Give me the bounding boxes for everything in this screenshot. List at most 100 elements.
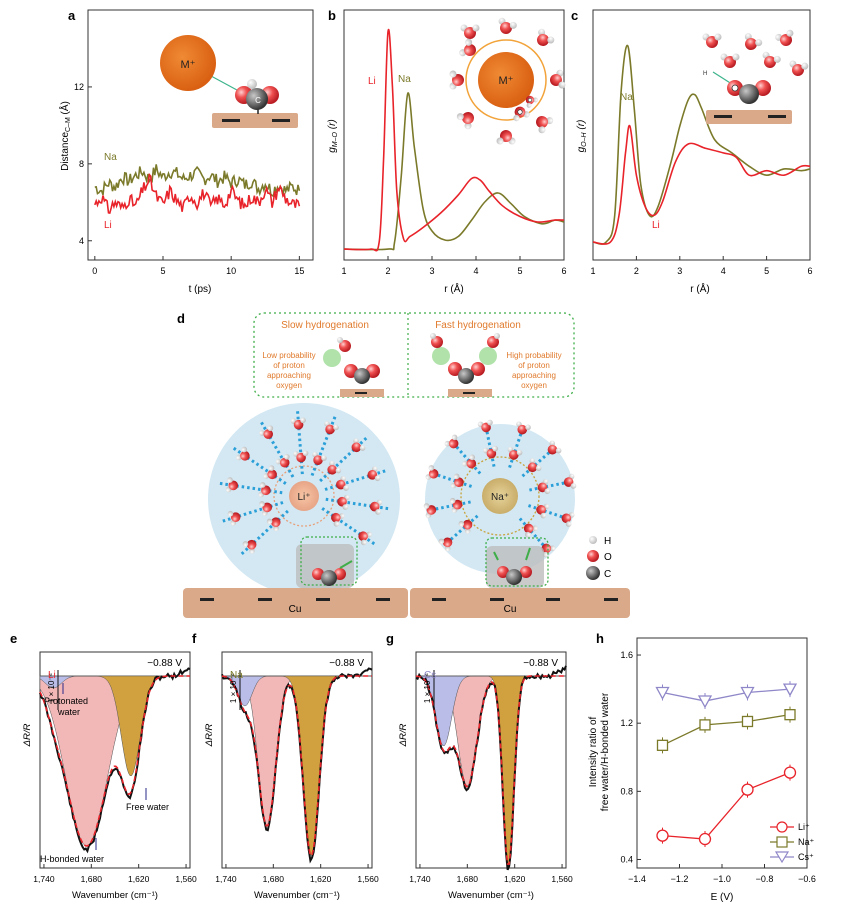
legend-label: Cs⁺: [798, 852, 814, 862]
hydrogen-atom: [529, 458, 536, 464]
series-line: [662, 714, 791, 746]
series-li-line: [343, 28, 565, 252]
panel-b: b 1 2 3 4 5 6 r (Å) gM–O (r) Li Na M⁺: [327, 8, 567, 295]
panel-c-label: c: [571, 8, 578, 23]
oxygen-atom: [270, 517, 281, 528]
hydrogen-atom: [374, 475, 381, 482]
water-molecule: [369, 499, 383, 515]
panel-h-legend: Li⁺ Na⁺ Cs⁺: [770, 821, 815, 864]
data-point-na: [784, 709, 796, 721]
oxygen-atom: [497, 566, 509, 578]
slow-inset: [323, 337, 384, 397]
hydrogen-atom: [773, 55, 781, 63]
water-molecule: [462, 454, 477, 469]
hydrogen-atom: [438, 538, 445, 545]
panel-a-ylabel: DistanceC–M (Å): [58, 101, 72, 171]
water-molecule: [331, 512, 345, 527]
panel-h-ticks: −1.4 −1.2 −1.0 −0.8 −0.6 0.4 0.8 1.2 1.6: [620, 650, 815, 884]
water-molecule: [523, 523, 538, 538]
water-molecule: [513, 106, 530, 122]
na-shell: [460, 456, 540, 536]
h-bond-chain: [258, 419, 295, 478]
hydrogen-atom: [444, 440, 451, 447]
legend-li: Li: [104, 220, 112, 231]
hydrogen-atom: [472, 24, 480, 32]
fast-text-line: approaching: [512, 371, 556, 380]
oxygen-atom: [428, 468, 439, 479]
panel-label: f: [192, 631, 197, 646]
legend-c-icon: [586, 566, 600, 580]
x-tick-label: −1.4: [628, 874, 646, 884]
na-ion-label: Na⁺: [491, 492, 509, 503]
hydrogen-atom: [755, 39, 763, 47]
carbon-atom: [458, 368, 474, 384]
water-molecule: [444, 434, 459, 449]
hydrogen-atom: [544, 488, 551, 495]
oxygen-atom: [339, 340, 351, 352]
cu-substrate-right: [410, 588, 630, 618]
oxygen-atom: [462, 519, 473, 530]
legend-o-icon: [587, 550, 599, 562]
hydrogen-atom: [430, 333, 436, 339]
water-molecule: [525, 95, 538, 108]
hydrogen-atom: [469, 454, 476, 461]
x-tick-label: 0: [92, 266, 97, 276]
oxygen-atom: [448, 438, 459, 449]
proton-cloud: [479, 347, 497, 365]
h-bond-chain: [433, 472, 473, 488]
substrate-dash: [546, 598, 560, 601]
panel-frame: [39, 651, 191, 869]
h-bond-chain: [230, 445, 287, 485]
x-tick-label: 1,740: [33, 874, 55, 884]
x-tick-label: −1.2: [671, 874, 689, 884]
oxygen-atom: [547, 444, 558, 455]
oxygen-atom: [431, 336, 443, 348]
oxygen-atom: [296, 452, 306, 463]
scale-bar-label: 1 × 10⁻⁴: [423, 672, 432, 703]
metal-ion-label: M⁺: [499, 75, 514, 87]
carbon-atom: [321, 570, 337, 586]
panel-h-xlabel: E (V): [711, 892, 734, 903]
oxygen-atom: [262, 502, 273, 513]
hydrogen-atom: [732, 53, 740, 61]
legend-label: Na⁺: [798, 837, 815, 847]
substrate-dash: [355, 392, 367, 394]
water-molecule: [335, 476, 349, 491]
water-molecule: [496, 130, 516, 145]
water-molecule: [425, 465, 439, 480]
oxygen-atom: [500, 130, 512, 142]
hydrogen-atom: [268, 465, 275, 471]
hydrogen-atom: [227, 510, 234, 517]
water-molecule: [242, 539, 257, 554]
panel-d-label: d: [177, 311, 185, 326]
panel-a-frame: [87, 9, 314, 261]
data-point-cs: [697, 695, 713, 709]
water-molecule: [290, 417, 306, 430]
water-molecule: [762, 51, 781, 68]
oxygen-atom: [520, 566, 532, 578]
h-bond-chain: [508, 429, 524, 469]
hydrogen-atom: [456, 113, 464, 121]
water-molecule: [527, 458, 542, 473]
water-molecule: [327, 460, 342, 475]
fitted-spectrum: [221, 675, 372, 856]
x-axis-label: Wavenumber (cm⁻¹): [448, 890, 534, 901]
panel-a-label: a: [68, 8, 76, 23]
hydrogen-atom: [247, 79, 257, 89]
hydrogen-atom: [540, 512, 547, 519]
y-axis-label: ΔR/R: [22, 723, 33, 747]
oxygen-atom: [537, 34, 549, 46]
substrate-dashes: [200, 598, 618, 601]
data-point-cs: [782, 683, 798, 697]
hydrogen-atom: [333, 424, 339, 431]
li-ion: [289, 481, 319, 511]
water-molecule: [351, 438, 366, 453]
hydrogen-atom: [533, 97, 538, 103]
h-bond-chain: [484, 427, 496, 467]
water-molecule: [536, 116, 554, 134]
oxygen-atom: [351, 442, 362, 453]
substrate-dash: [490, 598, 504, 601]
water-molecule: [324, 421, 339, 435]
water-molecule: [702, 33, 722, 48]
water-molecule: [456, 112, 474, 130]
